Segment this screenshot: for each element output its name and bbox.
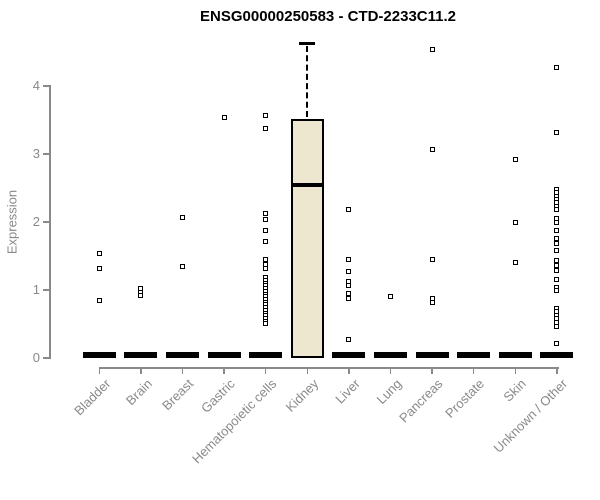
- outlier-point: [263, 256, 269, 262]
- flat-boxplot: [415, 351, 449, 358]
- outlier-point: [346, 206, 352, 212]
- outlier-point: [263, 210, 269, 216]
- outlier-point: [429, 256, 435, 262]
- median-line: [290, 182, 324, 187]
- x-tick: [98, 367, 101, 374]
- outlier-point: [554, 276, 560, 282]
- x-tick: [223, 367, 225, 374]
- outlier-point: [554, 241, 560, 247]
- outlier-point: [554, 340, 560, 346]
- y-tick-label: 4: [32, 78, 40, 93]
- outlier-point: [346, 337, 352, 343]
- outlier-point: [554, 248, 560, 254]
- y-tick-label: 2: [32, 214, 40, 229]
- outlier-point: [346, 283, 352, 289]
- y-tick: [43, 85, 50, 87]
- outlier-point: [221, 114, 227, 120]
- outlier-point: [429, 147, 435, 153]
- x-axis-label: Skin: [500, 376, 529, 405]
- y-tick: [43, 357, 50, 359]
- flat-boxplot: [249, 351, 283, 358]
- x-tick: [306, 367, 309, 374]
- x-tick: [389, 367, 392, 374]
- outlier-point: [554, 324, 560, 330]
- flat-boxplot: [498, 351, 532, 358]
- y-tick-label: 0: [32, 350, 40, 365]
- y-tick-label: 1: [32, 282, 40, 297]
- x-axis-label: Liver: [331, 376, 363, 407]
- outlier-point: [554, 288, 560, 294]
- x-tick: [514, 367, 517, 374]
- y-tick: [43, 289, 50, 291]
- outlier-point: [554, 263, 560, 269]
- flat-boxplot: [457, 351, 491, 358]
- flat-boxplot: [374, 351, 407, 358]
- flat-boxplot: [166, 351, 199, 358]
- x-axis-label: Lung: [373, 376, 405, 408]
- x-tick: [431, 367, 433, 374]
- x-axis-label: Prostate: [442, 376, 488, 421]
- outlier-point: [554, 65, 560, 71]
- chart-title: ENSG00000250583 - CTD-2233C11.2: [200, 8, 456, 25]
- outlier-point: [554, 207, 560, 213]
- outlier-point: [388, 294, 393, 300]
- x-axis-line: [98, 367, 559, 369]
- outlier-point: [554, 235, 560, 241]
- outlier-point: [346, 256, 352, 262]
- outlier-point: [263, 265, 269, 271]
- outlier-point: [180, 215, 185, 221]
- x-axis-label: Unknown / Other: [490, 376, 571, 456]
- y-tick: [43, 221, 50, 223]
- x-tick: [472, 367, 475, 374]
- whisker-cap: [299, 41, 316, 45]
- x-tick: [556, 367, 558, 374]
- outlier-point: [554, 258, 560, 264]
- outlier-point: [96, 266, 102, 272]
- x-tick: [264, 367, 267, 374]
- outlier-point: [263, 112, 269, 118]
- outlier-point: [180, 264, 185, 270]
- outlier-point: [512, 156, 518, 162]
- outlier-point: [263, 125, 269, 131]
- outlier-point: [429, 299, 435, 305]
- outlier-point: [346, 295, 352, 301]
- outlier-point: [512, 259, 518, 265]
- outlier-point: [554, 267, 560, 273]
- x-axis-label: Kidney: [282, 376, 321, 415]
- flat-boxplot: [207, 351, 241, 358]
- y-tick: [43, 153, 50, 155]
- x-axis-label: Gastric: [197, 376, 238, 416]
- outlier-point: [96, 251, 102, 257]
- x-tick: [348, 367, 350, 374]
- outlier-point: [429, 46, 435, 52]
- outlier-point: [138, 292, 144, 298]
- outlier-point: [96, 298, 102, 304]
- x-axis-label: Bladder: [70, 376, 113, 419]
- outlier-point: [346, 290, 352, 296]
- outlier-point: [263, 239, 269, 245]
- flat-boxplot: [82, 351, 116, 358]
- outlier-point: [263, 227, 269, 233]
- y-tick-label: 3: [32, 146, 40, 161]
- x-axis-label: Breast: [158, 376, 197, 414]
- flat-boxplot: [540, 351, 574, 358]
- outlier-point: [554, 220, 560, 226]
- x-tick: [181, 367, 184, 374]
- x-tick: [140, 367, 142, 374]
- outlier-point: [512, 219, 518, 225]
- outlier-point: [263, 217, 269, 223]
- x-axis-label: Brain: [122, 376, 155, 409]
- whisker-line: [306, 46, 309, 117]
- outlier-point: [346, 269, 352, 275]
- flat-boxplot: [332, 351, 366, 358]
- box: [290, 118, 324, 358]
- flat-boxplot: [124, 351, 158, 358]
- outlier-point: [554, 129, 560, 135]
- outlier-point: [263, 320, 269, 326]
- x-axis-label: Pancreas: [396, 376, 446, 426]
- outlier-point: [554, 228, 560, 234]
